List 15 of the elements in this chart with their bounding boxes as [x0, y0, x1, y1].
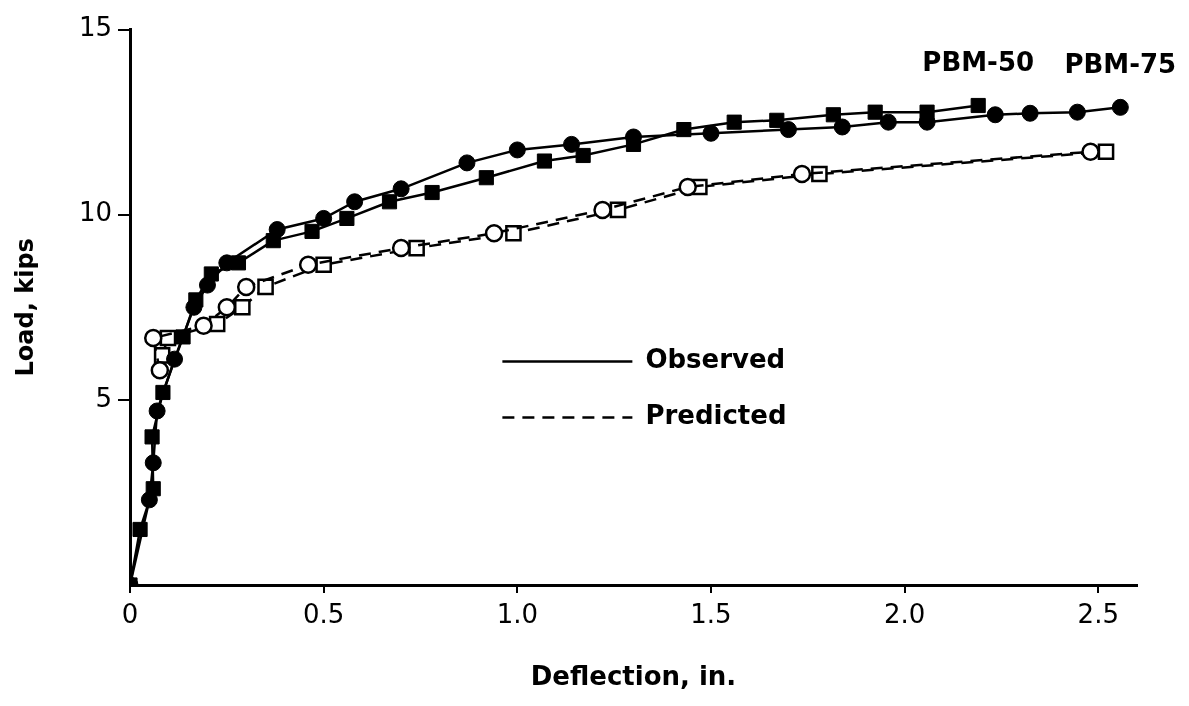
legend-label: Observed [645, 344, 786, 375]
x-tick-label: 2.0 [883, 599, 926, 630]
y-tick-label: 10 [78, 197, 112, 228]
y-tick-label: 5 [95, 382, 112, 413]
x-tick-label: 0.5 [302, 599, 345, 630]
x-tick-label: 0 [121, 599, 139, 630]
annotation: PBM-75 [1064, 49, 1177, 80]
x-tick-label: 1.0 [496, 599, 538, 630]
x-axis-title: Deflection, in. [530, 661, 737, 692]
x-tick-label: 2.5 [1077, 599, 1119, 630]
y-tick-label: 15 [78, 12, 112, 43]
x-tick-label: 1.5 [690, 599, 732, 630]
legend-label: Predicted [645, 400, 787, 431]
annotation: PBM-50 [922, 47, 1035, 78]
y-axis-title: Load, kips [10, 238, 39, 377]
